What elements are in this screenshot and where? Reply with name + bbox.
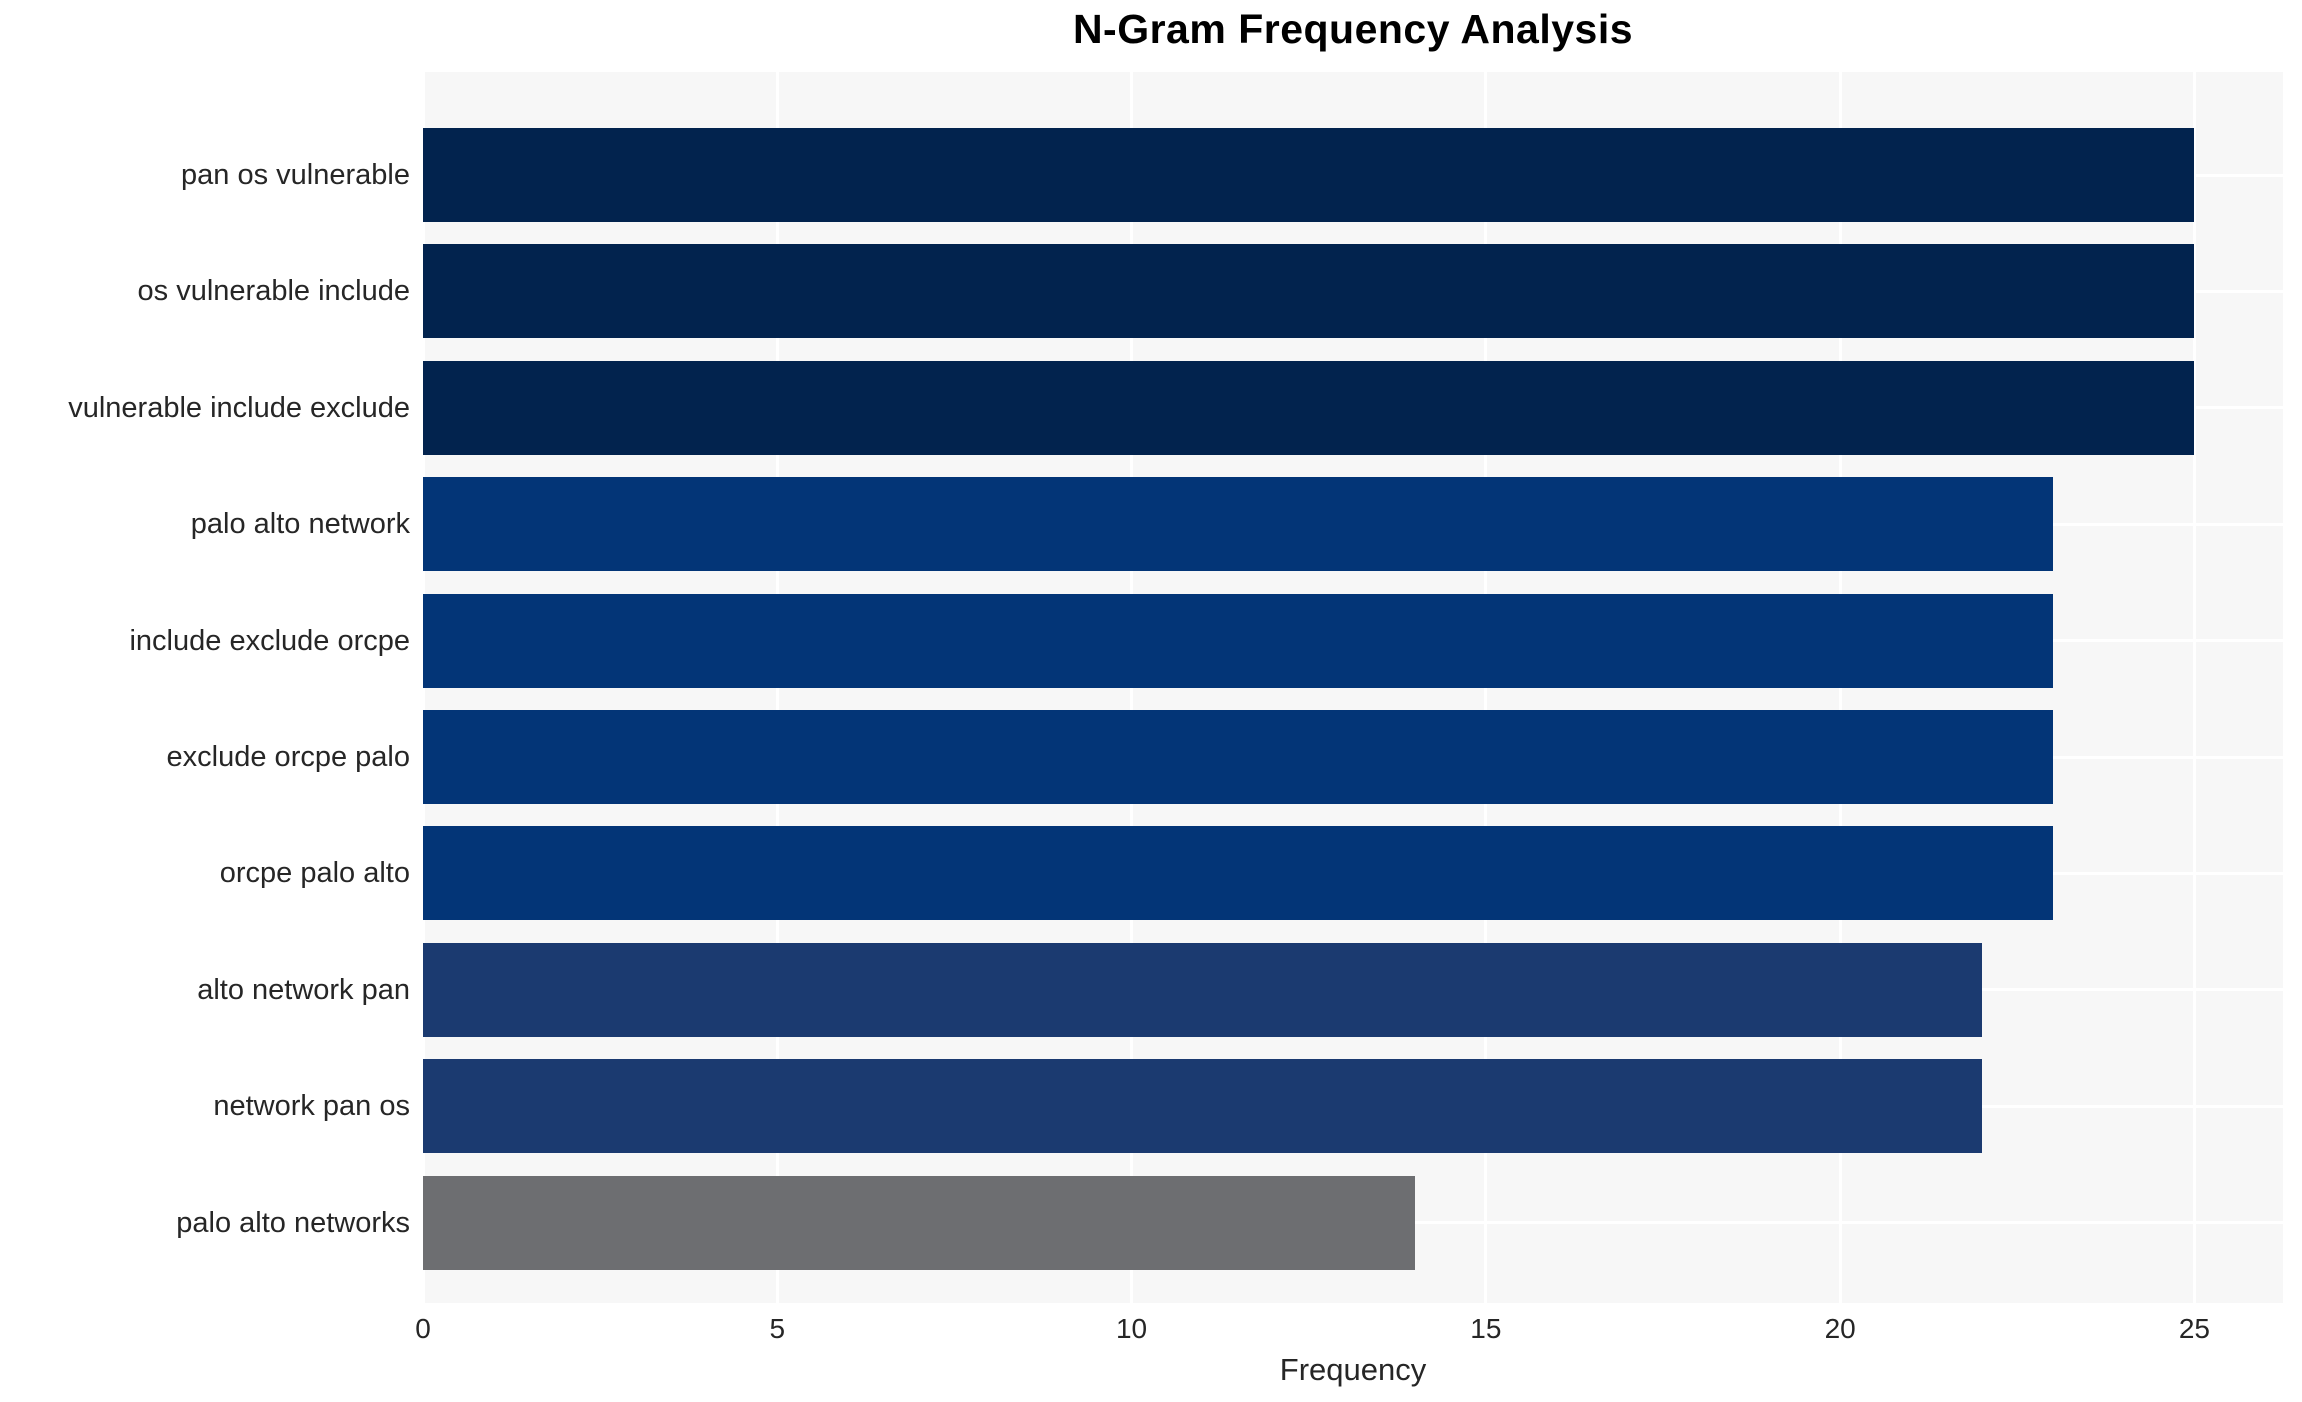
bar-palo-alto-network xyxy=(423,477,2053,572)
y-axis-label: vulnerable include exclude xyxy=(68,391,410,424)
x-tick-label: 5 xyxy=(769,1313,786,1344)
y-axis-label: network pan os xyxy=(213,1090,410,1123)
y-axis-label: alto network pan xyxy=(197,973,410,1006)
x-tick-label: 15 xyxy=(1470,1313,1502,1344)
y-axis-label: os vulnerable include xyxy=(137,275,410,308)
chart-title: N-Gram Frequency Analysis xyxy=(1072,6,1634,52)
x-tick-label: 20 xyxy=(1824,1313,1856,1344)
plot-area xyxy=(421,72,2283,1303)
bar-orcpe-palo-alto xyxy=(423,826,2053,921)
bar-vulnerable-include-exclude xyxy=(423,360,2195,455)
y-axis-label: pan os vulnerable xyxy=(181,159,410,191)
y-axis-label: palo alto network xyxy=(190,508,410,541)
x-tick-label: 25 xyxy=(2178,1313,2210,1344)
bar-include-exclude-orcpe xyxy=(423,593,2053,688)
y-axis-label: include exclude orcpe xyxy=(129,624,410,657)
bar-os-vulnerable-include xyxy=(423,244,2195,339)
x-axis-title: Frequency xyxy=(1279,1352,1427,1387)
x-axis-ticks: 0 5 10 15 20 25 xyxy=(415,1303,2283,1351)
vertical-gridline xyxy=(2192,72,2196,1303)
bar-alto-network-pan xyxy=(423,942,1982,1037)
bar-exclude-orcpe-palo xyxy=(423,710,2053,804)
bar-network-pan-os xyxy=(423,1059,1982,1154)
x-tick-label: 0 xyxy=(415,1313,431,1344)
y-axis-label: orcpe palo alto xyxy=(219,857,410,890)
y-axis-labels: pan os vulnerable os vulnerable include vu… xyxy=(0,72,410,1303)
bar-pan-os-vulnerable xyxy=(423,128,2195,222)
x-tick-label: 10 xyxy=(1115,1313,1148,1344)
y-axis-label: palo alto networks xyxy=(176,1206,410,1239)
bar-palo-alto-networks xyxy=(423,1175,1415,1270)
y-axis-label: exclude orcpe palo xyxy=(166,741,410,773)
